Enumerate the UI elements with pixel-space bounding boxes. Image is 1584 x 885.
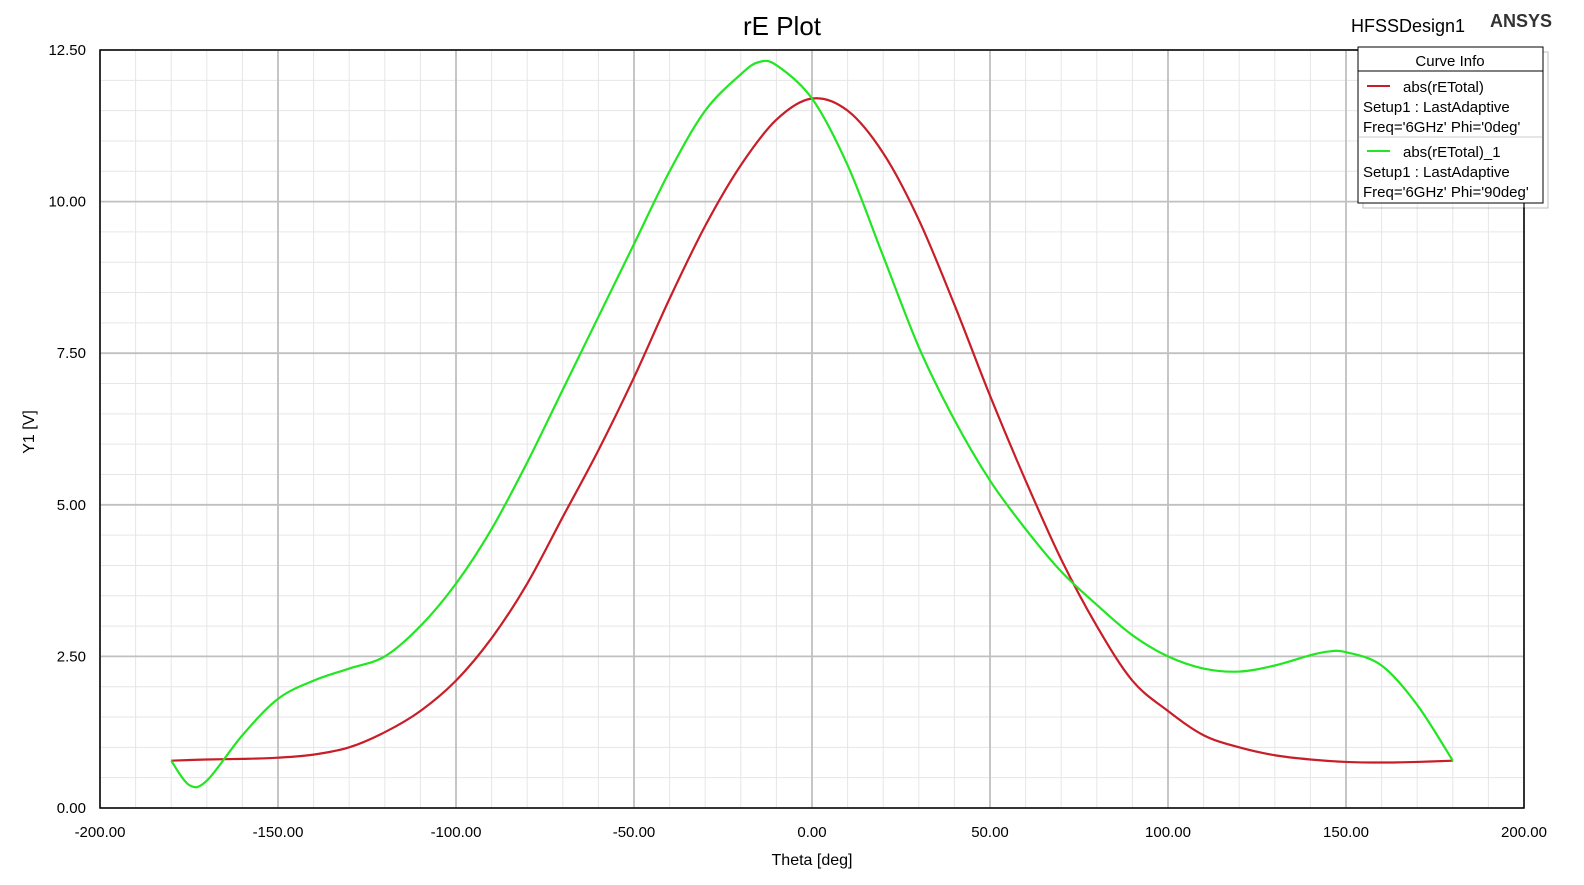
x-tick-label: -50.00 (613, 824, 656, 841)
y-tick-label: 0.00 (57, 800, 86, 817)
legend-entry-params: Freq='6GHz' Phi='0deg' (1363, 119, 1521, 136)
x-tick-label: 200.00 (1501, 824, 1547, 841)
legend-entry-name: abs(rETotal)_1 (1403, 144, 1501, 161)
x-tick-labels: -200.00 -150.00 -100.00 -50.00 0.00 50.00 100.… (75, 824, 1547, 841)
y-tick-label: 7.50 (57, 345, 86, 362)
y-tick-label: 5.00 (57, 497, 86, 514)
ansys-logo: ANSYS (1490, 11, 1552, 31)
y-tick-label: 2.50 (57, 648, 86, 665)
legend-entry-setup: Setup1 : LastAdaptive (1363, 164, 1510, 181)
legend-entry-setup: Setup1 : LastAdaptive (1363, 99, 1510, 116)
x-tick-label: -200.00 (75, 824, 126, 841)
x-tick-label: -100.00 (431, 824, 482, 841)
x-tick-label: 150.00 (1323, 824, 1369, 841)
x-tick-label: 0.00 (797, 824, 826, 841)
legend-title: Curve Info (1415, 53, 1484, 70)
series-layer (170, 59, 1454, 789)
design-name: HFSSDesign1 (1351, 16, 1465, 36)
series-line-rETotal-phi90 (170, 59, 1454, 789)
y-axis-title: Y1 [V] (21, 410, 38, 454)
x-tick-label: -150.00 (253, 824, 304, 841)
x-tick-label: 100.00 (1145, 824, 1191, 841)
legend-frame (1357, 46, 1544, 204)
y-tick-label: 12.50 (48, 42, 86, 59)
x-tick-label: 50.00 (971, 824, 1009, 841)
y-tick-label: 10.00 (48, 194, 86, 211)
plot-area-frame (99, 49, 1525, 809)
x-axis-title: Theta [deg] (772, 852, 853, 869)
chart-title: rE Plot (743, 11, 822, 41)
legend-entry-params: Freq='6GHz' Phi='90deg' (1363, 184, 1529, 201)
legend-box[interactable]: Curve Info abs(rETotal) Setup1 : LastAda… (1357, 46, 1549, 209)
legend-entry-name: abs(rETotal) (1403, 79, 1484, 96)
y-tick-labels: 0.00 2.50 5.00 7.50 10.00 12.50 (48, 42, 86, 817)
